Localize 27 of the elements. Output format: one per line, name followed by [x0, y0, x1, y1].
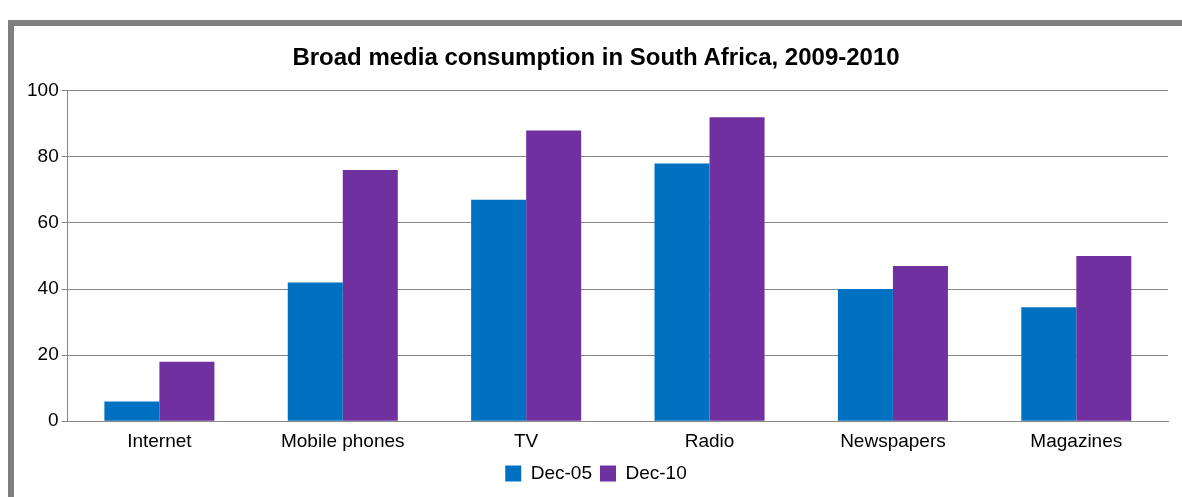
bar	[654, 163, 710, 421]
y-tick-label: 20	[37, 343, 59, 365]
bar	[892, 265, 948, 421]
bar	[709, 117, 765, 421]
bar	[159, 361, 215, 421]
y-tick-label: 80	[37, 145, 59, 167]
x-tick-label: Mobile phones	[280, 429, 405, 451]
y-tick-label: 100	[27, 79, 59, 101]
bar	[287, 282, 343, 421]
bar	[342, 170, 398, 421]
legend-label: Dec-10	[625, 461, 687, 483]
bar	[1021, 307, 1077, 421]
x-tick-label: Radio	[684, 429, 735, 451]
y-tick-label: 60	[37, 211, 59, 233]
y-tick-label: 0	[48, 409, 59, 431]
bar	[837, 289, 893, 421]
legend-label: Dec-05	[530, 461, 592, 483]
bar	[1076, 256, 1132, 421]
bar	[526, 130, 582, 421]
chart-title: Broad media consumption in South Africa, 2009-2010	[292, 43, 900, 71]
y-tick-label: 40	[37, 277, 59, 299]
x-tick-label: TV	[514, 429, 539, 451]
bar	[471, 199, 527, 421]
bar	[104, 401, 160, 421]
x-tick-label: Magazines	[1030, 429, 1123, 451]
x-tick-label: Newspapers	[840, 429, 946, 451]
x-tick-label: Internet	[127, 429, 193, 451]
